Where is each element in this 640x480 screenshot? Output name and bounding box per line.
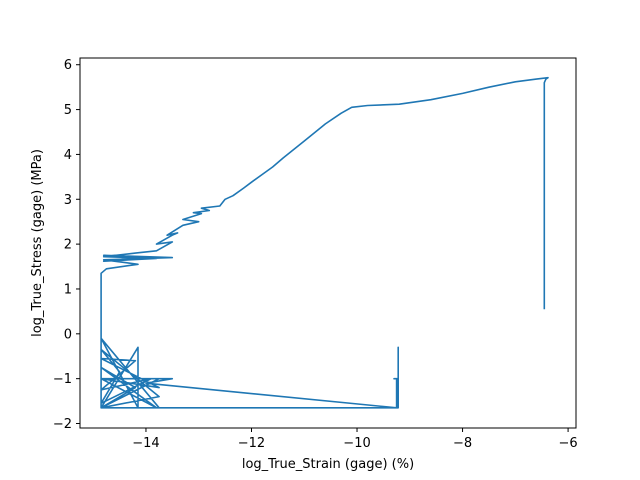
- x-axis-ticks: −14 −12 −10 −8 −6: [132, 428, 578, 451]
- y-tick-label: 6: [64, 58, 72, 73]
- plot-background: [80, 58, 576, 428]
- y-tick-label: −1: [53, 372, 72, 387]
- x-tick-label: −12: [238, 436, 265, 451]
- x-tick-label: −6: [558, 436, 577, 451]
- y-tick-label: 3: [64, 193, 72, 208]
- plot-frame: [79, 57, 577, 429]
- series-layer: [100, 76, 549, 409]
- y-tick-label: 2: [64, 238, 72, 253]
- y-axis-label: log_True_Stress (gage) (MPa): [30, 149, 45, 337]
- y-tick-label: 0: [64, 327, 72, 342]
- x-tick-label: −8: [453, 436, 472, 451]
- y-tick-label: 1: [64, 282, 72, 297]
- x-axis-label: log_True_Strain (gage) (%): [242, 457, 414, 472]
- x-tick-label: −10: [343, 436, 370, 451]
- y-axis-ticks: −2 −1 0 1 2 3 4 5 6: [53, 58, 80, 432]
- x-tick-label: −14: [132, 436, 159, 451]
- y-tick-label: 5: [64, 103, 72, 118]
- series-line-0: [100, 76, 549, 409]
- y-tick-label: −2: [53, 417, 72, 432]
- y-tick-label: 4: [64, 148, 72, 163]
